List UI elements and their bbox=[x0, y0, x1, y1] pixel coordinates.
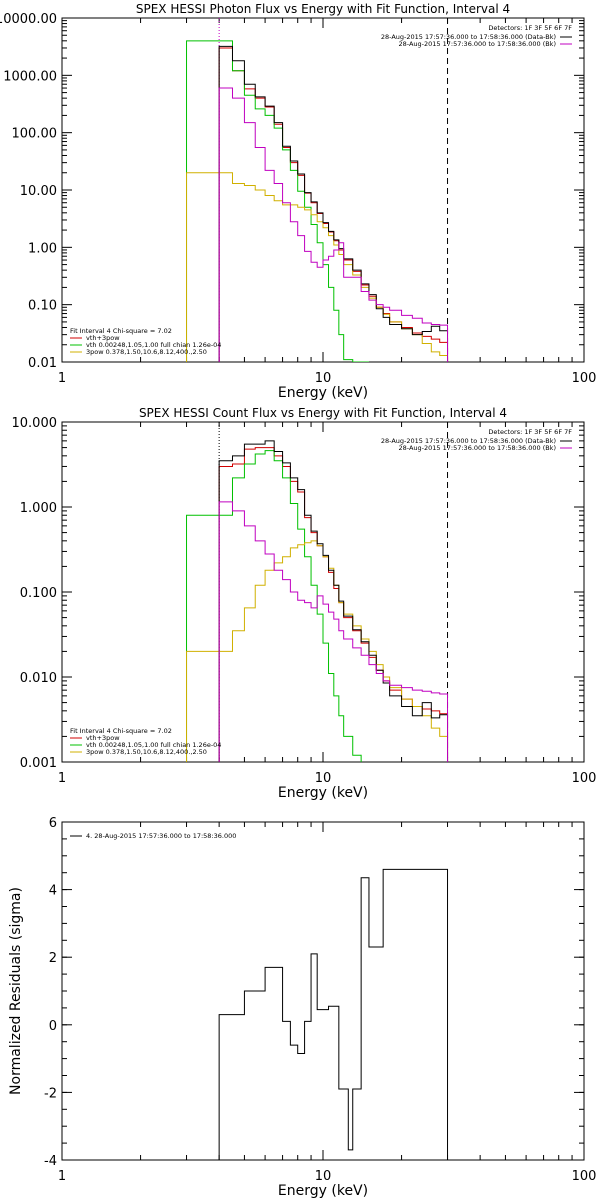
legend-entry-label: 28-Aug-2015 17:57:36.000 to 17:58:36.000… bbox=[381, 33, 556, 41]
y-tick-label: 1.00 bbox=[28, 241, 57, 256]
y-tick-label: 2 bbox=[49, 951, 57, 966]
x-axis-label: Energy (keV) bbox=[278, 785, 368, 801]
y-tick-label: 6 bbox=[49, 816, 57, 831]
chart-panel-2: SPEX HESSI Count Flux vs Energy with Fit… bbox=[12, 406, 597, 801]
y-tick-label: 10.00 bbox=[20, 184, 57, 199]
legend-header: Fit Interval 4 Chi-square = 7.02 bbox=[70, 727, 172, 735]
series-line-0 bbox=[218, 447, 449, 762]
series-line-4 bbox=[218, 501, 449, 762]
x-tick-label: 1 bbox=[58, 1169, 66, 1184]
y-tick-label: 0.01 bbox=[28, 356, 57, 371]
legend-entry-label: vth+3pow bbox=[86, 734, 120, 742]
chart-panel-1: SPEX HESSI Photon Flux vs Energy with Fi… bbox=[0, 2, 596, 401]
y-tick-label: 100.00 bbox=[12, 127, 58, 142]
series-line-3 bbox=[218, 440, 449, 762]
x-axis-label: Energy (keV) bbox=[278, 1183, 368, 1199]
chart-title: SPEX HESSI Count Flux vs Energy with Fit… bbox=[139, 406, 507, 420]
y-tick-label: 0.100 bbox=[20, 586, 57, 601]
y-axis-label: Normalized Residuals (sigma) bbox=[8, 887, 24, 1095]
data-layer bbox=[186, 440, 449, 762]
legend-entry-label: vth+3pow bbox=[86, 334, 120, 342]
legend-entry-label: 4. 28-Aug-2015 17:57:36.000 to 17:58:36.… bbox=[86, 832, 236, 840]
plot-frame bbox=[61, 821, 585, 1161]
series-line-2 bbox=[186, 540, 449, 762]
chart-panel-3: 1 10 100 Energy (keV) -4 -2 0 2 4 6 Normalized Res… bbox=[8, 816, 596, 1199]
y-tick-label: 1.000 bbox=[20, 501, 57, 516]
legend-entry-label: 3pow 0.378,1.50,10.6,8.12,400.,2.50 bbox=[86, 748, 207, 756]
x-tick-label: 100 bbox=[572, 771, 597, 786]
legend-entry-label: 28-Aug-2015 17:57:36.000 to 17:58:36.000… bbox=[399, 40, 556, 48]
y-tick-label: 0.001 bbox=[20, 756, 57, 771]
y-tick-label: 0.10 bbox=[28, 299, 57, 314]
y-tick-label: 1000.00 bbox=[3, 69, 57, 84]
legend-header: Detectors: 1F 3F 5F 6F 7F bbox=[488, 428, 572, 436]
legend-entry-label: vth 0.00248,1.05,1.00 full chian 1.26e-0… bbox=[86, 341, 221, 349]
data-layer bbox=[186, 40, 449, 362]
x-tick-label: 10 bbox=[315, 771, 332, 786]
series-line-3 bbox=[218, 45, 449, 362]
series-line-4 bbox=[218, 87, 449, 362]
chart-title: SPEX HESSI Photon Flux vs Energy with Fi… bbox=[136, 2, 510, 16]
plot-frame bbox=[61, 421, 585, 763]
plot-frame bbox=[61, 17, 585, 363]
x-tick-label: 1 bbox=[58, 371, 66, 386]
series-line-1 bbox=[186, 450, 362, 762]
x-tick-label: 100 bbox=[572, 1169, 597, 1184]
y-tick-label: 4 bbox=[49, 884, 57, 899]
x-axis-label: Energy (keV) bbox=[278, 385, 368, 401]
y-tick-label: 0.010 bbox=[20, 671, 57, 686]
y-tick-label: 10000.00 bbox=[0, 12, 57, 27]
legend-entry-label: 3pow 0.378,1.50,10.6,8.12,400.,2.50 bbox=[86, 348, 207, 356]
legend-entry-label: 28-Aug-2015 17:57:36.000 to 17:58:36.000… bbox=[381, 437, 556, 445]
x-tick-label: 100 bbox=[572, 371, 597, 386]
series-line-1 bbox=[186, 40, 369, 362]
y-tick-label: -4 bbox=[44, 1154, 57, 1169]
legend-header: Detectors: 1F 3F 5F 6F 7F bbox=[488, 24, 572, 32]
data-layer bbox=[218, 868, 449, 1160]
x-tick-label: 1 bbox=[58, 771, 66, 786]
legend-header: Fit Interval 4 Chi-square = 7.02 bbox=[70, 327, 172, 335]
series-line-0 bbox=[218, 868, 449, 1160]
y-tick-label: 10.000 bbox=[12, 416, 58, 431]
legend-entry-label: 28-Aug-2015 17:57:36.000 to 17:58:36.000… bbox=[399, 444, 556, 452]
legend-entry-label: vth 0.00248,1.05,1.00 full chian 1.26e-0… bbox=[86, 741, 221, 749]
y-tick-label: -2 bbox=[44, 1086, 57, 1101]
y-tick-label: 0 bbox=[49, 1019, 57, 1034]
x-tick-label: 10 bbox=[315, 1169, 332, 1184]
x-tick-label: 10 bbox=[315, 371, 332, 386]
